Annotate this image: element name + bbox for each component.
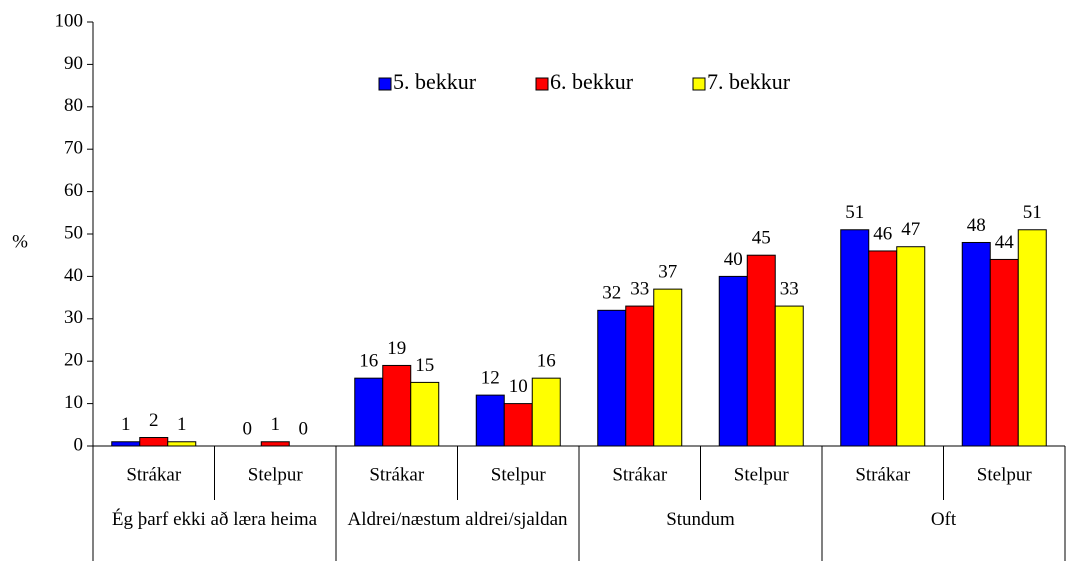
- y-tick-label: 60: [64, 180, 83, 201]
- x-tick-label: Stelpur: [734, 464, 790, 485]
- y-tick-label: 100: [55, 10, 84, 31]
- y-tick-label: 30: [64, 307, 83, 328]
- bar: [111, 441, 141, 447]
- data-label: 16: [537, 351, 556, 372]
- data-label: 1: [121, 414, 131, 435]
- group-label: Aldrei/næstum aldrei/sjaldan: [347, 509, 568, 530]
- data-label: 46: [873, 223, 892, 244]
- bar: [354, 377, 384, 447]
- legend-swatch: [378, 77, 392, 91]
- data-label: 45: [752, 228, 771, 249]
- legend-label: 6. bekkur: [550, 69, 634, 94]
- bar: [840, 229, 870, 447]
- y-tick-label: 20: [64, 350, 83, 371]
- x-tick-label: Strákar: [126, 464, 182, 485]
- bar: [597, 309, 627, 447]
- group-label: Oft: [930, 509, 957, 530]
- legend-swatch: [535, 77, 549, 91]
- bar: [896, 246, 926, 447]
- bar: [382, 364, 412, 447]
- bar: [774, 305, 804, 447]
- y-tick-label: 80: [64, 95, 83, 116]
- x-tick-label: Strákar: [612, 464, 668, 485]
- y-tick-label: 40: [64, 265, 83, 286]
- legend-label: 5. bekkur: [393, 69, 477, 94]
- bar: [868, 250, 898, 447]
- data-label: 44: [995, 232, 1015, 253]
- data-label: 0: [243, 418, 253, 439]
- data-label: 51: [1023, 202, 1042, 223]
- x-tick-label: Stelpur: [977, 464, 1033, 485]
- y-tick-label: 0: [74, 434, 84, 455]
- data-label: 1: [177, 414, 187, 435]
- y-tick-label: 90: [64, 53, 83, 74]
- data-label: 1: [271, 414, 281, 435]
- bar: [260, 441, 290, 447]
- group-label: Ég þarf ekki að læra heima: [111, 509, 318, 530]
- data-label: 33: [630, 278, 649, 299]
- bar: [139, 437, 169, 447]
- bar: [503, 403, 533, 447]
- bar: [410, 381, 440, 447]
- data-label: 10: [509, 376, 528, 397]
- bar: [531, 377, 561, 447]
- bar: [653, 288, 683, 447]
- y-tick-label: 70: [64, 138, 83, 159]
- data-label: 0: [299, 418, 309, 439]
- legend-label: 7. bekkur: [707, 69, 791, 94]
- bar: [718, 275, 748, 447]
- group-label: Stundum: [666, 509, 735, 530]
- data-label: 37: [658, 261, 677, 282]
- data-label: 19: [387, 338, 406, 359]
- legend-swatch: [692, 77, 706, 91]
- data-label: 12: [481, 367, 500, 388]
- x-tick-label: Stelpur: [491, 464, 547, 485]
- y-tick-label: 10: [64, 392, 83, 413]
- data-label: 32: [602, 283, 621, 304]
- bar: [961, 241, 991, 447]
- data-label: 40: [724, 249, 743, 270]
- data-label: 47: [901, 219, 920, 240]
- y-axis-label: %: [12, 231, 28, 252]
- bar: [746, 254, 776, 447]
- bar: [475, 394, 505, 447]
- y-tick-label: 50: [64, 222, 83, 243]
- bar: [989, 258, 1019, 447]
- data-label: 48: [967, 215, 986, 236]
- bar: [625, 305, 655, 447]
- data-label: 51: [845, 202, 864, 223]
- x-tick-label: Strákar: [369, 464, 425, 485]
- x-tick-label: Stelpur: [248, 464, 304, 485]
- x-tick-label: Strákar: [855, 464, 911, 485]
- data-label: 16: [359, 351, 378, 372]
- data-label: 33: [780, 278, 799, 299]
- bar: [1017, 229, 1047, 447]
- data-label: 15: [415, 355, 434, 376]
- data-label: 2: [149, 410, 159, 431]
- bar: [167, 441, 197, 447]
